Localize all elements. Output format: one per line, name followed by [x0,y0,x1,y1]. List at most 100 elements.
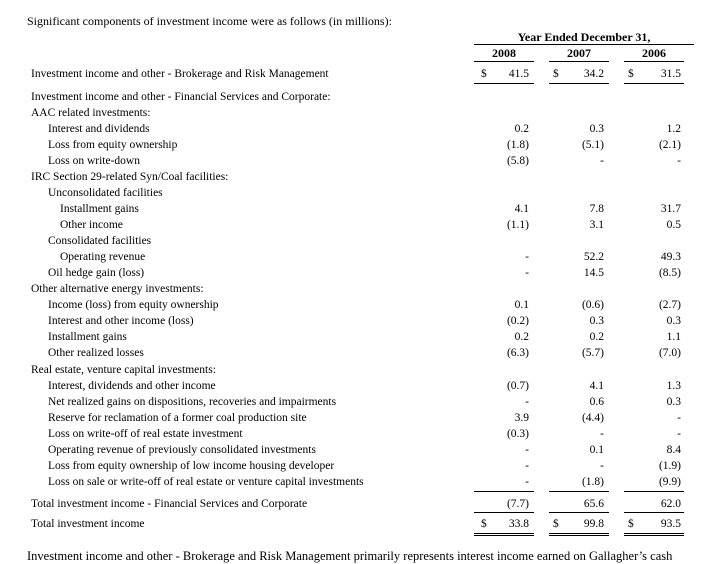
header-year-rule-2007 [549,61,609,62]
row-label: Investment income and other - Financial … [31,91,331,103]
row-value-2007: 99.8 [583,518,604,530]
row-label: Net realized gains on dispositions, reco… [48,396,337,408]
row-label: AAC related investments: [31,107,151,119]
row-value-2007: 0.3 [589,315,604,327]
row-value-2007: - [600,155,604,167]
rule-before-total-fs-2006 [624,491,684,492]
row-value-2007: (0.6) [581,299,604,311]
table-row: Consolidated facilities [0,235,715,251]
header-year-2006: 2006 [642,46,666,60]
row-value-2006: 1.3 [666,380,681,392]
row-value-2008: - [525,460,529,472]
row-label: Other realized losses [48,347,144,359]
rule-after-total-2006 [624,533,684,534]
row-value-2008: 3.9 [514,412,529,424]
table-row: Operating revenue of previously consolid… [0,444,715,460]
header-year-2007: 2007 [567,46,591,60]
row-value-2006: 0.3 [666,315,681,327]
currency-symbol: $ [553,518,559,530]
table-row: Loss on write-down (5.8) - - [0,155,715,171]
row-value-2006: (2.1) [658,139,681,151]
rule-after-total-2007 [549,533,609,534]
table-row: Income (loss) from equity ownership 0.1 (0… [0,299,715,315]
row-value-2008: 0.1 [514,299,529,311]
row-value-2006: 49.3 [660,251,681,263]
table-row: Interest, dividends and other income (0.7… [0,380,715,396]
row-value-2007: 52.2 [583,251,604,263]
table-row: AAC related investments: [0,107,715,123]
row-value-2007: 14.5 [583,267,604,279]
row-label: Consolidated facilities [48,235,152,247]
rule-before-total-2008 [474,512,534,513]
row-label: Loss on write-down [48,155,140,167]
row-label: Interest, dividends and other income [48,380,216,392]
row-value-2008: - [525,267,529,279]
row-label: Loss on write-off of real estate investm… [48,428,243,440]
row-value-2008: - [525,476,529,488]
row-label: Other alternative energy investments: [31,283,204,295]
row-label: Installment gains [60,203,139,215]
row-value-2006: 31.5 [660,68,681,80]
currency-symbol: $ [628,68,634,80]
row-value-2007: 4.1 [589,380,604,392]
row-value-2006: 0.3 [666,396,681,408]
table-row: Interest and dividends 0.2 0.3 1.2 [0,123,715,139]
rule-after-brokerage-2006 [624,83,684,84]
row-value-2006: 93.5 [660,518,681,530]
row-value-2008: (0.2) [506,315,529,327]
row-label: Real estate, venture capital investments… [31,364,216,376]
row-value-2006: (2.7) [658,299,681,311]
table-row: Interest and other income (loss) (0.2) 0.3… [0,315,715,331]
row-label: Other income [60,219,123,231]
row-value-2006: 62.0 [660,498,681,510]
currency-symbol: $ [481,518,487,530]
double-rule-total-2006 [624,535,684,536]
row-value-2008: 0.2 [514,331,529,343]
row-value-2007: 0.6 [589,396,604,408]
table-header-title: Year Ended December 31, [517,30,651,44]
row-value-2007: (1.8) [581,476,604,488]
header-year-rule-2006 [624,61,684,62]
table-row: Installment gains 0.2 0.2 1.1 [0,331,715,347]
row-value-2008: 33.8 [508,518,529,530]
row-value-2008: 41.5 [508,68,529,80]
table-row: Net realized gains on dispositions, reco… [0,396,715,412]
row-value-2007: 7.8 [589,203,604,215]
table-row: Total investment income - Financial Serv… [0,498,715,514]
row-value-2006: - [677,155,681,167]
row-value-2006: 8.4 [666,444,681,456]
row-value-2007: (4.4) [581,412,604,424]
row-value-2008: (7.7) [506,498,529,510]
row-value-2008: (1.1) [506,219,529,231]
double-rule-total-2008 [474,535,534,536]
row-value-2008: - [525,444,529,456]
row-value-2006: 1.1 [666,331,681,343]
rule-after-brokerage-2007 [549,83,609,84]
row-value-2008: 4.1 [514,203,529,215]
header-title-underline [474,44,694,45]
row-label: IRC Section 29-related Syn/Coal faciliti… [31,171,229,183]
row-label: Loss from equity ownership [48,139,178,151]
row-value-2007: 65.6 [583,498,604,510]
row-label: Unconsolidated facilities [48,187,163,199]
row-label: Total investment income [31,518,145,530]
table-row: Investment income and other - Brokerage … [0,68,715,84]
table-row: Loss on sale or write-off of real estate… [0,476,715,492]
table-row: Loss on write-off of real estate investm… [0,428,715,444]
row-value-2007: 0.2 [589,331,604,343]
row-label: Oil hedge gain (loss) [48,267,145,279]
row-label: Operating revenue [60,251,146,263]
row-value-2006: (1.9) [658,460,681,472]
currency-symbol: $ [481,68,487,80]
row-label: Operating revenue of previously consolid… [48,444,316,456]
row-label: Interest and other income (loss) [48,315,194,327]
row-value-2006: (9.9) [658,476,681,488]
rule-before-total-2007 [549,512,609,513]
row-value-2008: (1.8) [506,139,529,151]
table-row: Operating revenue - 52.2 49.3 [0,251,715,267]
row-value-2006: 0.5 [666,219,681,231]
table-row: Oil hedge gain (loss) - 14.5 (8.5) [0,267,715,283]
rule-after-brokerage-2008 [474,83,534,84]
row-value-2007: - [600,428,604,440]
row-value-2007: (5.7) [581,347,604,359]
